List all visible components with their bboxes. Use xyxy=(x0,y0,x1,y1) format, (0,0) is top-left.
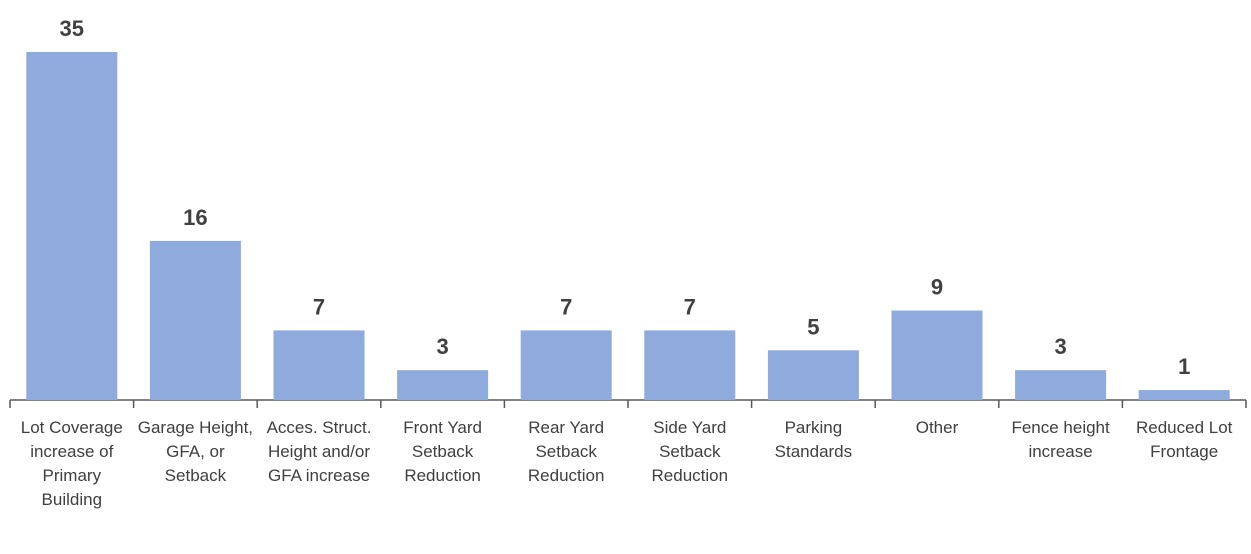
value-label: 16 xyxy=(183,205,207,230)
x-tick-label: Garage Height, GFA, or Setback xyxy=(137,418,254,485)
value-label: 35 xyxy=(60,16,84,41)
x-tick-label: Acces. Struct. Height and/or GFA increas… xyxy=(266,418,372,485)
value-label: 3 xyxy=(436,334,448,359)
value-label: 5 xyxy=(807,314,819,339)
bar xyxy=(1015,370,1107,400)
value-label: 7 xyxy=(684,294,696,319)
bar xyxy=(767,350,859,400)
value-label: 1 xyxy=(1178,354,1190,379)
x-tick-label: Fence height increase xyxy=(1011,418,1110,461)
value-label: 7 xyxy=(560,294,572,319)
bar xyxy=(644,330,736,400)
x-tick-label: Reduced Lot Frontage xyxy=(1135,418,1233,461)
bar xyxy=(1138,390,1230,400)
x-tick-label: Parking Standards xyxy=(774,418,853,461)
x-tick-label: Side Yard Setback Reduction xyxy=(651,418,729,485)
value-label: 9 xyxy=(931,275,943,300)
value-label: 7 xyxy=(313,294,325,319)
bar xyxy=(26,52,118,400)
x-tick-label: Lot Coverage increase of Primary Buildin… xyxy=(20,418,123,509)
x-tick-label: Rear Yard Setback Reduction xyxy=(527,418,605,485)
x-tick-label: Other xyxy=(915,418,959,437)
bar xyxy=(891,310,983,400)
bar xyxy=(273,330,365,400)
x-tick-label: Front Yard Setback Reduction xyxy=(403,418,482,485)
bar xyxy=(397,370,489,400)
bar xyxy=(149,240,241,400)
bar xyxy=(520,330,612,400)
value-label: 3 xyxy=(1054,334,1066,359)
